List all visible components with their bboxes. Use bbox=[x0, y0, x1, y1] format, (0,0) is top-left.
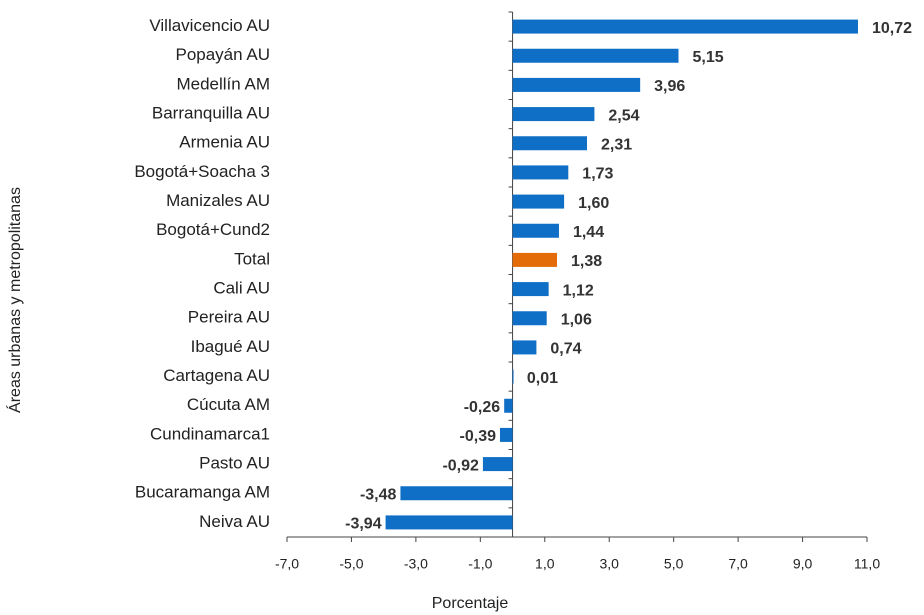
bar bbox=[512, 19, 858, 34]
category-label: Bucaramanga AM bbox=[135, 483, 270, 502]
x-tick-label: 11,0 bbox=[854, 556, 880, 572]
value-label: -3,48 bbox=[360, 486, 397, 503]
category-label: Neiva AU bbox=[199, 512, 270, 531]
bar bbox=[512, 136, 587, 151]
bar bbox=[512, 194, 565, 209]
x-axis-label: Porcentaje bbox=[432, 595, 509, 612]
category-label: Cartagena AU bbox=[163, 366, 270, 385]
value-label: 1,73 bbox=[582, 166, 613, 183]
value-label: -0,92 bbox=[442, 457, 479, 474]
category-label: Pereira AU bbox=[188, 308, 270, 327]
value-label: -0,26 bbox=[464, 399, 501, 416]
category-label: Popayán AU bbox=[175, 45, 270, 64]
bar bbox=[400, 486, 513, 501]
value-label: 1,44 bbox=[573, 224, 604, 241]
bar bbox=[512, 77, 641, 92]
value-label: 1,38 bbox=[571, 253, 602, 270]
value-label: -0,39 bbox=[460, 428, 497, 445]
value-label: 3,96 bbox=[654, 78, 685, 95]
category-label: Cundinamarca1 bbox=[150, 424, 270, 443]
value-label: 0,74 bbox=[550, 341, 581, 358]
x-tick-label: -5,0 bbox=[339, 556, 363, 572]
bar bbox=[499, 427, 513, 442]
bar bbox=[512, 282, 549, 297]
category-label: Ibagué AU bbox=[191, 337, 270, 356]
category-label: Pasto AU bbox=[199, 454, 270, 473]
value-label: 2,31 bbox=[601, 136, 632, 153]
category-label: Bogotá+Cund2 bbox=[156, 220, 270, 239]
value-label: 1,06 bbox=[561, 311, 592, 328]
bar bbox=[482, 457, 513, 472]
value-label: 10,72 bbox=[872, 20, 912, 37]
x-tick-label: 9,0 bbox=[793, 556, 813, 572]
bar bbox=[512, 311, 547, 326]
category-label: Medellín AM bbox=[176, 74, 270, 93]
value-label: 5,15 bbox=[693, 49, 724, 66]
bar bbox=[512, 369, 514, 384]
category-label: Villavicencio AU bbox=[149, 16, 270, 35]
category-label: Total bbox=[234, 249, 270, 268]
y-axis-label: Áreas urbanas y metropolitanas bbox=[5, 187, 24, 413]
category-label: Barranquilla AU bbox=[152, 104, 270, 123]
value-label: 1,12 bbox=[563, 282, 594, 299]
value-label: -3,94 bbox=[345, 516, 382, 533]
x-tick-label: 5,0 bbox=[664, 556, 684, 572]
x-tick-label: 3,0 bbox=[599, 556, 619, 572]
value-label: 2,54 bbox=[608, 107, 639, 124]
x-tick-label: -1,0 bbox=[468, 556, 492, 572]
bar bbox=[512, 340, 537, 355]
x-tick-label: 7,0 bbox=[728, 556, 748, 572]
bar bbox=[512, 48, 679, 63]
bar bbox=[512, 223, 559, 238]
category-label: Bogotá+Soacha 3 bbox=[134, 162, 270, 181]
x-tick-label: 1,0 bbox=[535, 556, 555, 572]
value-label: 1,60 bbox=[578, 195, 609, 212]
x-tick-label: -7,0 bbox=[275, 556, 299, 572]
category-label: Cúcuta AM bbox=[187, 395, 270, 414]
category-label: Armenia AU bbox=[179, 133, 270, 152]
category-label: Cali AU bbox=[213, 279, 270, 298]
bar bbox=[512, 165, 569, 180]
bar bbox=[512, 252, 558, 267]
x-tick-label: -3,0 bbox=[404, 556, 428, 572]
category-label: Manizales AU bbox=[166, 191, 270, 210]
bar bbox=[512, 107, 595, 122]
bar bbox=[504, 398, 513, 413]
value-label: 0,01 bbox=[527, 370, 558, 387]
bar bbox=[385, 515, 513, 530]
